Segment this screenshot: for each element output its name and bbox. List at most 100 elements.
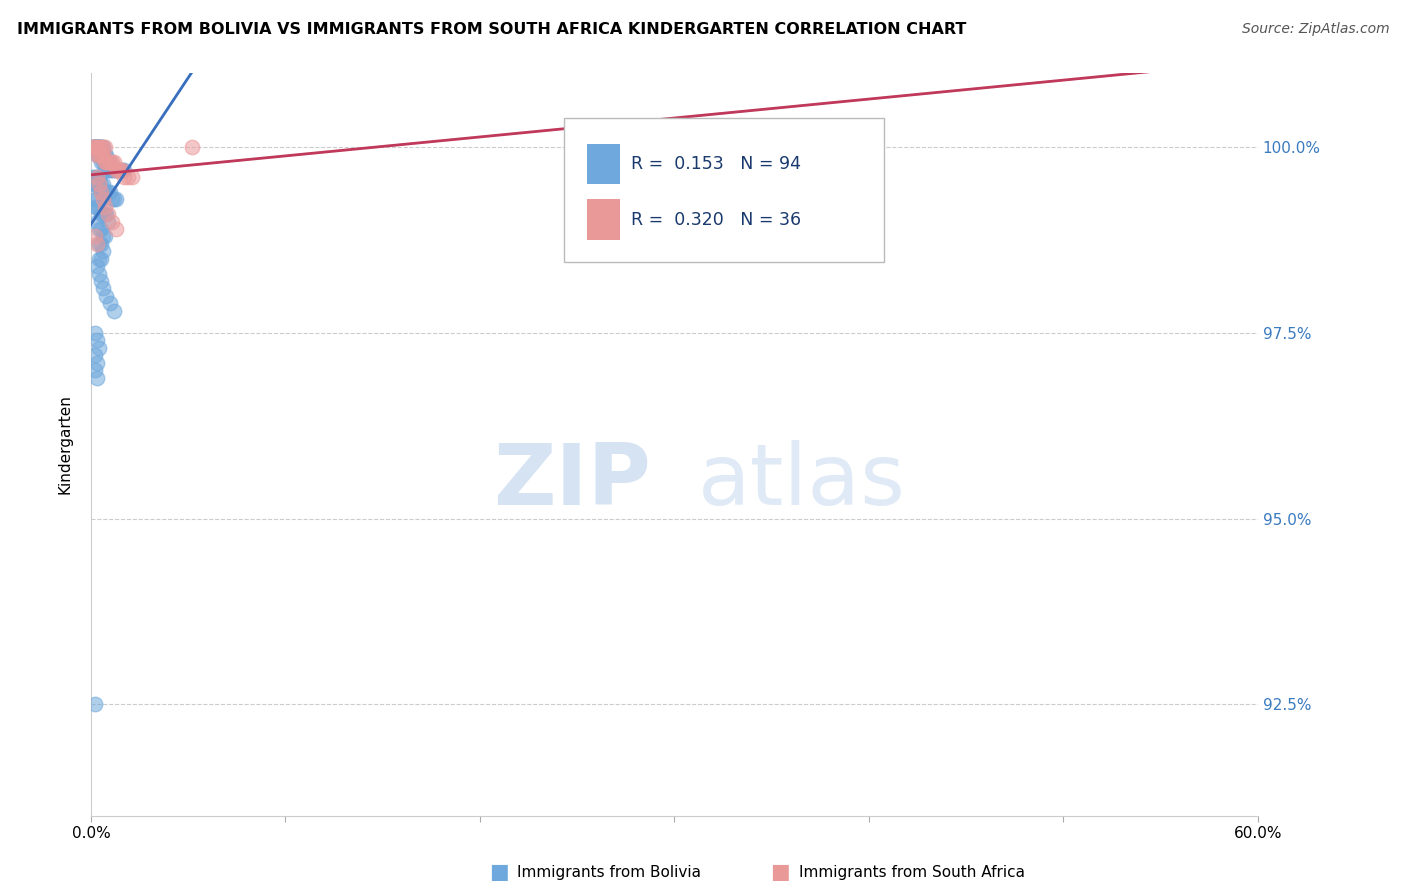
Point <box>100 185 122 199</box>
Point <box>107 162 129 177</box>
Point <box>101 192 124 206</box>
Point <box>83 140 105 154</box>
Point <box>86 169 108 184</box>
Point <box>86 200 108 214</box>
Point <box>103 303 125 318</box>
Point <box>103 192 125 206</box>
Text: ■: ■ <box>770 863 790 882</box>
Point <box>121 169 143 184</box>
Point <box>87 252 110 266</box>
Point <box>83 326 105 340</box>
Point <box>86 140 108 154</box>
Point <box>93 155 115 169</box>
Point <box>87 267 110 281</box>
Text: ZIP: ZIP <box>494 440 651 523</box>
Point <box>93 229 115 244</box>
Point <box>87 147 110 161</box>
Point <box>96 155 118 169</box>
Point <box>96 155 118 169</box>
Point <box>91 192 114 206</box>
Y-axis label: Kindergarten: Kindergarten <box>58 394 72 494</box>
Point <box>93 185 115 199</box>
Point <box>105 162 128 177</box>
Point <box>97 207 120 221</box>
Point <box>105 222 128 236</box>
Point <box>93 140 115 154</box>
Point <box>83 140 105 154</box>
Point <box>97 214 120 228</box>
Point <box>96 289 118 303</box>
Text: IMMIGRANTS FROM BOLIVIA VS IMMIGRANTS FROM SOUTH AFRICA KINDERGARTEN CORRELATION: IMMIGRANTS FROM BOLIVIA VS IMMIGRANTS FR… <box>17 22 966 37</box>
Point <box>82 169 104 184</box>
Point <box>181 140 204 154</box>
Point <box>86 192 108 206</box>
Point <box>93 147 115 161</box>
Point <box>86 140 108 154</box>
Point <box>100 155 122 169</box>
Point <box>103 155 125 169</box>
Point <box>91 244 114 259</box>
Point <box>83 192 105 206</box>
Point <box>91 155 114 169</box>
Point <box>105 162 128 177</box>
Point <box>90 236 112 251</box>
Point <box>96 207 118 221</box>
Point <box>93 155 115 169</box>
Point <box>90 274 112 288</box>
Point <box>107 162 129 177</box>
Text: Immigrants from South Africa: Immigrants from South Africa <box>799 865 1025 880</box>
Point <box>91 147 114 161</box>
Point <box>82 140 104 154</box>
Point <box>83 200 105 214</box>
Point <box>91 185 114 199</box>
Point <box>91 281 114 295</box>
Point <box>90 140 112 154</box>
Point <box>87 222 110 236</box>
Point <box>86 169 108 184</box>
Point <box>97 155 120 169</box>
Point <box>83 178 105 192</box>
Point <box>108 162 131 177</box>
Point <box>100 155 122 169</box>
Point <box>117 169 139 184</box>
Point <box>86 147 108 161</box>
Point <box>101 155 124 169</box>
Point <box>83 169 105 184</box>
Point <box>91 207 114 221</box>
Point <box>83 363 105 377</box>
Point <box>91 229 114 244</box>
Point <box>83 698 105 712</box>
Point <box>86 370 108 384</box>
Point <box>86 236 108 251</box>
Point <box>87 140 110 154</box>
Text: ■: ■ <box>489 863 509 882</box>
Point <box>105 192 128 206</box>
Point <box>83 229 105 244</box>
Text: R =  0.320   N = 36: R = 0.320 N = 36 <box>631 211 801 229</box>
Point <box>87 200 110 214</box>
Point <box>111 162 134 177</box>
Point <box>90 155 112 169</box>
Point <box>83 140 105 154</box>
Point <box>96 185 118 199</box>
Text: R =  0.153   N = 94: R = 0.153 N = 94 <box>631 154 801 173</box>
Point <box>100 296 122 310</box>
Point <box>91 178 114 192</box>
Point <box>82 140 104 154</box>
Point <box>108 162 131 177</box>
Point <box>86 140 108 154</box>
Text: Immigrants from Bolivia: Immigrants from Bolivia <box>517 865 702 880</box>
Point <box>90 147 112 161</box>
Point <box>87 236 110 251</box>
Bar <box>586 144 620 185</box>
Point <box>111 162 134 177</box>
Point <box>93 207 115 221</box>
Point <box>86 140 108 154</box>
Point <box>91 147 114 161</box>
Point <box>90 252 112 266</box>
Point <box>86 147 108 161</box>
Point <box>87 178 110 192</box>
Point <box>90 140 112 154</box>
FancyBboxPatch shape <box>564 118 884 262</box>
Point <box>83 140 105 154</box>
